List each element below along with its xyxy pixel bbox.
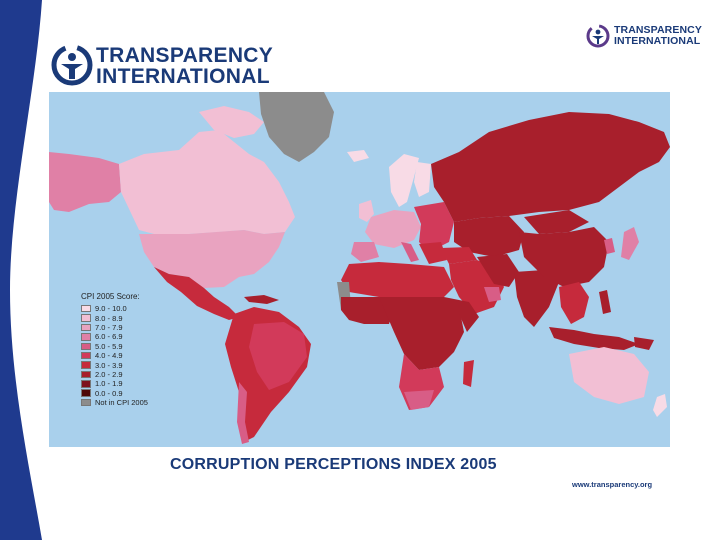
legend-label: 9.0 - 10.0 — [95, 304, 127, 314]
region-canada — [119, 130, 295, 234]
legend-label: 3.0 - 3.9 — [95, 360, 123, 370]
region-balkans — [419, 242, 447, 264]
region-indonesia — [549, 327, 639, 350]
legend-rows: 9.0 - 10.0 8.0 - 8.9 7.0 - 7.9 6.0 - 6.9 5.0… — [81, 304, 191, 407]
region-scandinavia — [389, 154, 419, 207]
legend-item: 2.0 - 2.9 — [81, 370, 191, 379]
region-philippines — [599, 290, 611, 314]
legend-swatch — [81, 333, 91, 341]
legend-item: 4.0 - 4.9 — [81, 351, 191, 360]
legend-item: 8.0 - 8.9 — [81, 313, 191, 323]
legend-label: 6.0 - 6.9 — [95, 332, 123, 342]
region-turkey — [441, 247, 477, 264]
region-japan — [621, 227, 639, 260]
region-alaska — [49, 152, 121, 212]
region-usa — [139, 230, 285, 288]
small-logo-line1: TRANSPARENCY — [614, 24, 702, 36]
left-decorative-band — [0, 0, 42, 540]
region-russia — [431, 112, 670, 222]
legend-title: CPI 2005 Score: — [81, 292, 140, 301]
region-iceland — [347, 150, 369, 162]
region-east-africa — [444, 297, 479, 332]
legend-label: 0.0 - 0.9 — [95, 388, 123, 398]
region-central-asia — [454, 216, 524, 257]
small-logo-line2: INTERNATIONAL — [614, 35, 701, 47]
map-legend: CPI 2005 Score: 9.0 - 10.0 8.0 - 8.9 7.0 -… — [81, 292, 191, 407]
region-west-africa — [341, 297, 394, 324]
slide-caption: CORRUPTION PERCEPTIONS INDEX 2005 — [170, 456, 497, 473]
legend-label: 5.0 - 5.9 — [95, 341, 123, 351]
legend-item: 0.0 - 0.9 — [81, 389, 191, 398]
region-arctic-islands — [199, 106, 264, 138]
region-iran — [477, 254, 519, 287]
ti-logo-icon — [586, 24, 610, 48]
region-eastern-europe — [414, 202, 454, 252]
legend-label: 4.0 - 4.9 — [95, 351, 123, 361]
region-caribbean — [244, 295, 279, 304]
region-chile — [237, 382, 249, 444]
website-url[interactable]: www.transparency.org — [572, 480, 653, 489]
region-australia — [569, 347, 649, 404]
legend-swatch — [81, 370, 91, 379]
region-arabia-gulf — [484, 287, 501, 302]
legend-swatch — [81, 380, 91, 388]
region-central-africa — [379, 297, 464, 370]
region-southeast-asia — [559, 282, 589, 324]
legend-swatch — [81, 351, 91, 360]
legend-swatch — [81, 304, 91, 313]
region-mongolia — [524, 210, 589, 234]
legend-label: 7.0 - 7.9 — [95, 322, 123, 332]
legend-label: Not in CPI 2005 — [95, 398, 148, 408]
region-italy — [401, 242, 419, 262]
region-brazil — [249, 322, 307, 390]
region-madagascar — [463, 360, 474, 387]
legend-swatch — [81, 314, 91, 322]
region-mexico — [154, 267, 239, 320]
legend-label: 1.0 - 1.9 — [95, 379, 123, 389]
region-western-europe — [365, 210, 421, 248]
large-logo-line1: TRANSPARENCY — [96, 44, 274, 67]
legend-item: 5.0 - 5.9 — [81, 342, 191, 351]
region-uk — [359, 200, 374, 222]
legend-swatch — [81, 389, 91, 397]
legend-item: 1.0 - 1.9 — [81, 379, 191, 388]
region-new-zealand — [653, 394, 667, 417]
region-south-asia — [514, 270, 559, 327]
region-north-africa — [341, 262, 454, 297]
region-greenland — [259, 92, 334, 162]
legend-item: 3.0 - 3.9 — [81, 360, 191, 370]
ti-logo-icon — [51, 44, 93, 86]
large-logo-line2: INTERNATIONAL — [96, 65, 270, 88]
region-korea — [604, 238, 615, 254]
legend-label: 2.0 - 2.9 — [95, 369, 123, 379]
legend-label: 8.0 - 8.9 — [95, 313, 123, 323]
main-logo: TRANSPARENCY INTERNATIONAL — [50, 42, 290, 92]
legend-swatch — [81, 398, 91, 407]
legend-swatch — [81, 323, 91, 332]
legend-item: Not in CPI 2005 — [81, 398, 191, 407]
region-south-africa — [404, 390, 434, 410]
legend-item: 7.0 - 7.9 — [81, 323, 191, 332]
region-finland — [414, 162, 431, 197]
region-china — [519, 227, 609, 287]
world-map: CPI 2005 Score: 9.0 - 10.0 8.0 - 8.9 7.0 -… — [49, 92, 670, 447]
legend-swatch — [81, 361, 91, 369]
region-iberia — [351, 242, 379, 262]
legend-item: 9.0 - 10.0 — [81, 304, 191, 313]
top-right-logo: TRANSPARENCY INTERNATIONAL — [586, 24, 720, 50]
legend-item: 6.0 - 6.9 — [81, 332, 191, 341]
legend-swatch — [81, 342, 91, 350]
region-png — [634, 337, 654, 350]
